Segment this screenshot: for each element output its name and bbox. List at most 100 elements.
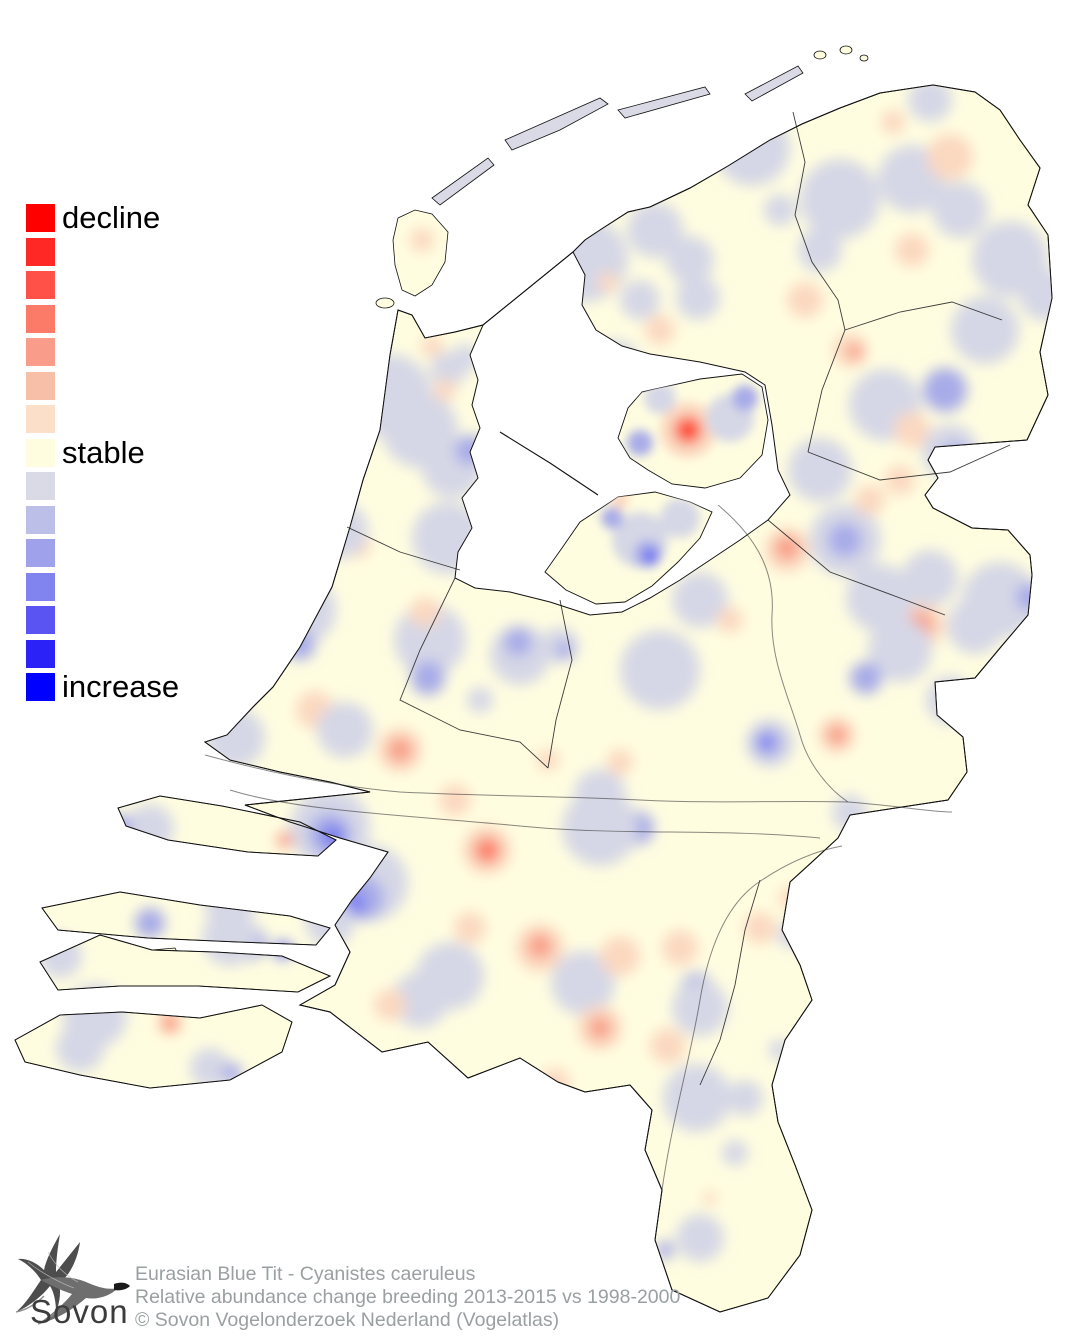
- coastline-strokes: [14, 84, 1053, 1313]
- abundance-blob: [881, 110, 905, 134]
- legend-row: [26, 271, 179, 299]
- legend-row: [26, 338, 179, 366]
- abundance-blob: [434, 379, 456, 401]
- island-ameland: [617, 86, 711, 119]
- islet: [859, 54, 869, 62]
- abundance-blob: [312, 502, 368, 558]
- legend-row: stable: [26, 434, 179, 470]
- swallow-tail-lines: [15, 1295, 59, 1325]
- abundance-blob: [926, 676, 974, 724]
- abundance-blob: [650, 1028, 686, 1064]
- abundance-blob: [800, 159, 880, 239]
- abundance-blob: [727, 1080, 763, 1116]
- legend-row: [26, 371, 179, 400]
- dike-houtribdijk: [499, 431, 599, 496]
- abundance-blob: [322, 826, 344, 848]
- abundance-blob: [589, 1017, 611, 1039]
- abundance-blob: [703, 1191, 717, 1205]
- legend-row: [26, 237, 179, 266]
- abundance-blob: [645, 315, 675, 345]
- abundance-blob: [662, 930, 698, 966]
- legend-swatch-1: [26, 237, 55, 266]
- abundance-blob: [714, 110, 790, 186]
- abundance-blob: [787, 282, 823, 318]
- legend-row: increase: [26, 669, 180, 704]
- legend-swatch-0: [26, 204, 55, 232]
- abundance-blob: [894, 412, 930, 448]
- abundance-blob: [759, 735, 773, 749]
- legend-swatch-11: [26, 572, 55, 601]
- abundance-blob: [732, 385, 758, 411]
- abundance-blob: [685, 427, 693, 435]
- legend-swatch-9: [26, 505, 55, 534]
- island-schouwen-tholen: [41, 891, 331, 946]
- abundance-blob: [846, 564, 914, 632]
- abundance-blob: [676, 276, 720, 320]
- abundance-blob: [627, 430, 653, 456]
- abundance-blob: [38, 934, 82, 978]
- abundance-blob: [202, 910, 258, 966]
- sovon-logo-text: Sovon: [30, 1293, 129, 1330]
- abundance-blob: [672, 572, 728, 628]
- abundance-blob: [454, 912, 486, 944]
- abundance-blob: [855, 485, 885, 515]
- abundance-blob: [946, 974, 970, 998]
- abundance-blob: [611, 133, 645, 167]
- abundance-blob: [850, 662, 882, 694]
- abundance-blob: [660, 498, 700, 538]
- legend-label-increase: increase: [62, 669, 180, 704]
- legend-label-stable: stable: [62, 434, 145, 470]
- legend-label-decline: decline: [62, 200, 161, 235]
- swallow-head: [114, 1282, 130, 1291]
- islet: [839, 45, 853, 55]
- legend-swatch-3: [26, 304, 55, 333]
- caption: Eurasian Blue Tit - Cyanistes caeruleus …: [135, 1263, 680, 1332]
- legend-swatch-14: [26, 673, 55, 701]
- abundance-blob: [855, 853, 885, 883]
- legend-swatch-12: [26, 606, 55, 634]
- abundance-blob: [467, 687, 493, 713]
- abundance-blob: [962, 562, 1038, 638]
- abundance-blob: [744, 912, 776, 944]
- abundance-blob: [932, 182, 988, 238]
- legend-swatch-13: [26, 639, 55, 668]
- abundance-blob: [540, 1068, 570, 1098]
- abundance-blob: [779, 887, 801, 909]
- abundance-blob: [421, 335, 443, 357]
- abundance-blob: [504, 628, 532, 656]
- abundance-blob: [951, 296, 1019, 364]
- swallow-mesh-lines: [27, 1251, 79, 1289]
- legend-row: [26, 606, 179, 634]
- caption-species: Eurasian Blue Tit - Cyanistes caeruleus: [135, 1263, 476, 1285]
- abundance-blob: [885, 465, 915, 495]
- legend-row: [26, 539, 179, 567]
- abundance-blob: [551, 951, 615, 1015]
- abundance-blob: [895, 233, 929, 267]
- abundance-blob: [877, 870, 933, 926]
- abundance-blob: [656, 1241, 674, 1259]
- abundance-blob: [481, 844, 495, 858]
- abundance-blob: [927, 134, 973, 180]
- caption-subtitle: Relative abundance change breeding 2013-…: [135, 1286, 681, 1308]
- abundance-blob: [676, 1214, 724, 1262]
- abundance-blob: [798, 228, 842, 272]
- island-texel: [392, 209, 449, 297]
- abundance-blob: [910, 940, 990, 1020]
- abundance-blob: [777, 922, 803, 948]
- legend-swatch-7: [26, 438, 55, 467]
- abundance-blob: [598, 272, 618, 292]
- abundance-blob: [410, 597, 440, 627]
- legend-swatch-10: [26, 539, 55, 567]
- legend-row: [26, 505, 179, 534]
- swallow-wing: [16, 1234, 80, 1312]
- abundance-blob: [388, 738, 412, 762]
- abundance-blob: [411, 661, 445, 695]
- legend-row: [26, 405, 179, 433]
- legend-swatch-4: [26, 338, 55, 366]
- abundance-blob: [135, 908, 165, 938]
- swallow-body: [38, 1277, 118, 1324]
- abundance-blob: [717, 607, 743, 633]
- abundance-blob: [410, 228, 434, 252]
- abundance-blob: [1019, 269, 1052, 321]
- abundance-blob: [828, 523, 862, 557]
